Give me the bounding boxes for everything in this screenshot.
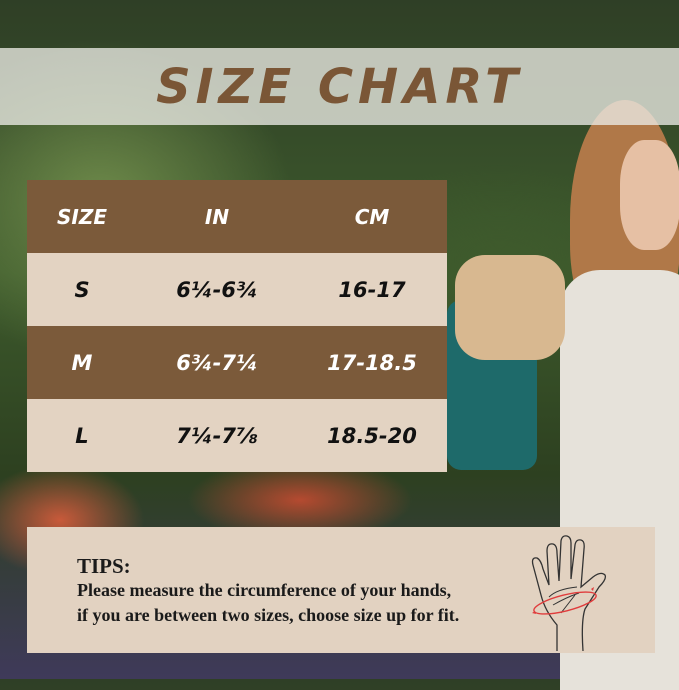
header-size: SIZE [56, 204, 107, 229]
page-title: SIZE CHART [156, 58, 523, 115]
gardening-gloves-image [455, 255, 565, 360]
cell-in: 6¼-6¾ [176, 277, 258, 302]
title-banner: SIZE CHART [0, 48, 679, 125]
table-header: SIZE IN CM [27, 180, 447, 253]
header-cm: CM [354, 204, 390, 229]
tips-line-2: if you are between two sizes, choose siz… [77, 605, 460, 625]
woman-photo [560, 60, 679, 690]
cell-cm: 18.5-20 [327, 423, 417, 448]
cell-cm: 16-17 [338, 277, 406, 302]
cell-size: M [71, 350, 93, 375]
tips-title: TIPS: [77, 554, 131, 578]
cell-in: 7¼-7⅞ [176, 423, 258, 448]
cell-cm: 17-18.5 [327, 350, 417, 375]
header-in: IN [204, 204, 230, 229]
hand-measure-icon [531, 535, 607, 651]
cell-size: S [74, 277, 90, 302]
size-table: SIZE IN CM S 6¼-6¾ 16-17 M 6¾-7¼ 17-18.5… [27, 180, 447, 472]
cell-size: L [75, 423, 89, 448]
cell-in: 6¾-7¼ [176, 350, 258, 375]
table-row: S 6¼-6¾ 16-17 [27, 253, 447, 326]
table-row: L 7¼-7⅞ 18.5-20 [27, 399, 447, 472]
tips-line-1: Please measure the circumference of your… [77, 580, 452, 600]
table-row: M 6¾-7¼ 17-18.5 [27, 326, 447, 399]
tips-box: TIPS: Please measure the circumference o… [27, 527, 655, 653]
